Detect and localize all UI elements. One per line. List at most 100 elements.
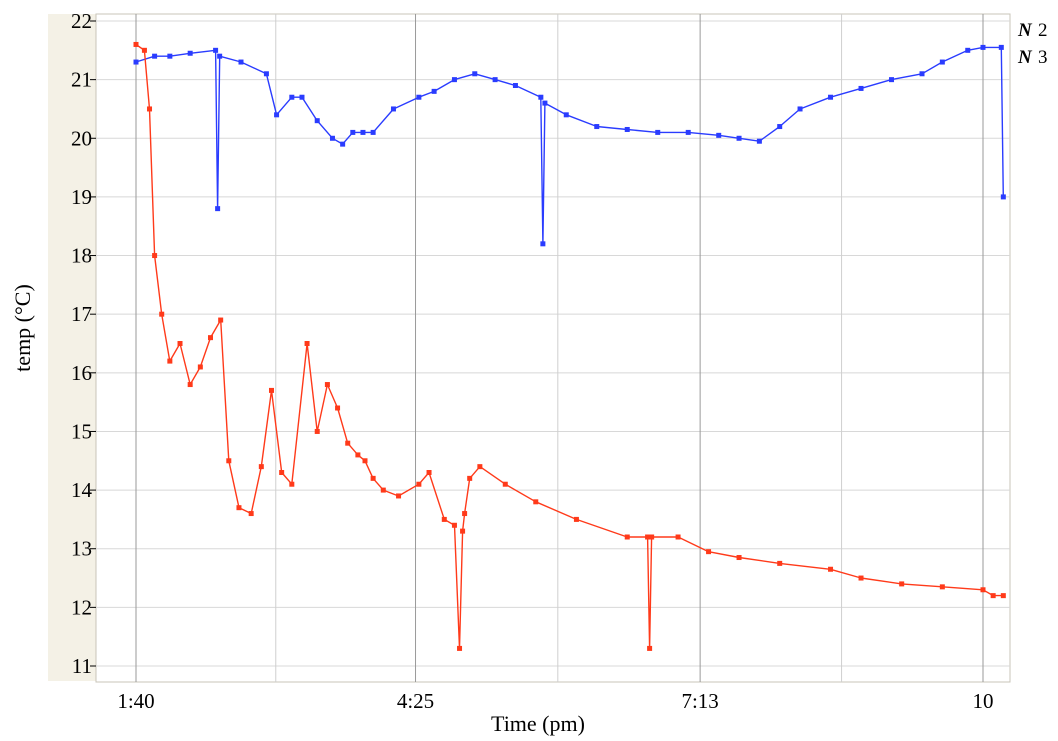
legend-label: 2 <box>1038 20 1048 41</box>
data-point-2 <box>350 129 356 135</box>
data-point-2 <box>736 135 742 141</box>
series-layer <box>133 41 1006 651</box>
data-point-2 <box>594 124 600 130</box>
data-point-2 <box>340 141 346 147</box>
data-point-3 <box>159 311 165 317</box>
data-point-3 <box>362 458 368 464</box>
data-point-2 <box>716 132 722 138</box>
data-point-2 <box>360 129 366 135</box>
data-point-2 <box>213 47 219 53</box>
data-point-3 <box>426 470 432 475</box>
data-point-3 <box>345 440 351 446</box>
data-point-2 <box>314 118 320 124</box>
data-point-2 <box>263 71 269 77</box>
data-point-3 <box>1000 593 1006 599</box>
data-point-3 <box>304 341 310 346</box>
data-point-3 <box>152 253 158 259</box>
data-point-3 <box>460 528 466 534</box>
x-axis-ticks: 1:40 4:25 7:13 10 <box>117 689 993 713</box>
x-axis-title: Time (pm) <box>491 711 585 736</box>
data-point-2 <box>238 59 244 65</box>
data-point-3 <box>647 645 653 651</box>
data-point-3 <box>355 452 361 458</box>
data-point-2 <box>472 71 478 77</box>
data-point-3 <box>258 464 264 470</box>
data-point-2 <box>797 106 803 112</box>
data-point-2 <box>655 129 661 135</box>
data-point-3 <box>980 587 986 593</box>
data-point-3 <box>706 549 712 555</box>
data-point-2 <box>624 126 630 132</box>
data-point-3 <box>777 560 783 566</box>
data-point-3 <box>324 382 330 388</box>
data-point-2 <box>756 138 762 144</box>
data-point-3 <box>467 475 473 481</box>
data-point-2 <box>542 100 548 106</box>
data-point-3 <box>279 470 285 475</box>
data-point-3 <box>939 584 945 590</box>
data-point-3 <box>736 555 742 561</box>
plot-area <box>95 13 1011 683</box>
data-point-3 <box>208 335 214 341</box>
data-point-2 <box>540 241 546 247</box>
data-point-2 <box>299 94 305 100</box>
y-tick-label: 17 <box>71 302 92 326</box>
data-point-3 <box>451 522 457 528</box>
data-point-2 <box>889 77 895 83</box>
data-point-3 <box>289 481 295 487</box>
data-point-3 <box>990 593 996 599</box>
y-tick-label: 16 <box>71 361 92 385</box>
y-tick-label: 21 <box>71 68 92 92</box>
data-point-2 <box>1000 194 1006 200</box>
data-point-2 <box>289 94 295 100</box>
data-point-3 <box>858 575 864 581</box>
data-point-3 <box>624 534 630 540</box>
data-point-3 <box>248 511 254 517</box>
data-point-3 <box>462 511 468 517</box>
data-point-2 <box>152 53 158 59</box>
data-point-2 <box>215 206 221 212</box>
data-point-2 <box>187 50 193 56</box>
data-point-2 <box>329 135 335 141</box>
data-point-3 <box>133 41 139 47</box>
data-point-3 <box>147 106 153 112</box>
data-point-3 <box>236 505 242 511</box>
data-point-2 <box>563 112 569 118</box>
y-tick-label: 15 <box>71 419 92 443</box>
data-point-2 <box>416 94 422 100</box>
data-point-3 <box>645 534 651 540</box>
data-point-3 <box>380 487 386 493</box>
y-axis-title: temp (°C) <box>10 284 35 372</box>
data-point-3 <box>457 645 463 651</box>
data-point-3 <box>177 341 183 346</box>
data-point-3 <box>370 475 376 481</box>
x-tick-label: 10 <box>973 689 994 713</box>
y-tick-label: 12 <box>71 595 92 619</box>
data-point-3 <box>396 493 402 499</box>
data-point-2 <box>492 77 498 83</box>
x-tick-label: 4:25 <box>397 689 434 713</box>
data-point-3 <box>441 516 447 522</box>
x-tick-label: 1:40 <box>117 689 154 713</box>
data-point-3 <box>533 499 539 505</box>
data-point-2 <box>980 44 986 50</box>
y-tick-label: 18 <box>71 244 92 268</box>
data-point-3 <box>828 566 834 572</box>
data-point-2 <box>919 71 925 77</box>
data-point-3 <box>477 464 483 470</box>
legend-swatch-icon: N <box>1017 20 1033 41</box>
data-point-2 <box>390 106 396 112</box>
y-tick-label: 13 <box>71 537 92 561</box>
data-point-2 <box>685 129 691 135</box>
data-point-3 <box>314 428 320 434</box>
data-point-2 <box>858 85 864 91</box>
data-point-2 <box>133 59 139 65</box>
data-point-3 <box>141 47 147 53</box>
y-tick-label: 20 <box>71 126 92 150</box>
data-point-3 <box>573 516 579 522</box>
data-point-3 <box>649 534 655 540</box>
data-point-2 <box>217 53 223 59</box>
legend-swatch-icon: N <box>1017 47 1033 68</box>
